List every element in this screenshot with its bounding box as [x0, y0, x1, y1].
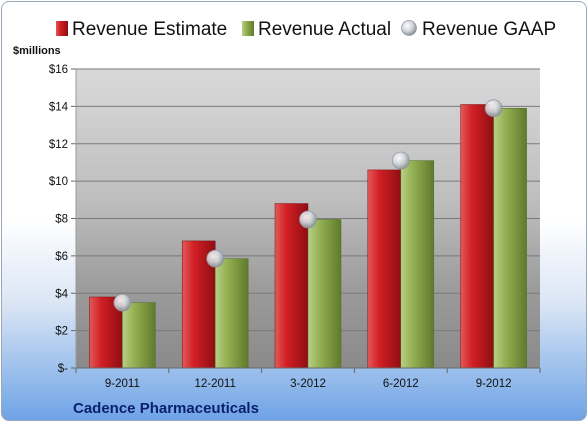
bar-revenue-estimate — [274, 203, 309, 369]
x-tick-label: 9-2011 — [105, 378, 140, 390]
bar-revenue-actual — [122, 302, 156, 369]
legend-swatch-revenue-actual — [242, 21, 254, 36]
x-tick-label: 3-2012 — [290, 378, 326, 390]
marker-revenue-gaap — [484, 99, 503, 118]
bar-revenue-estimate — [89, 296, 123, 369]
x-tick-label: 9-2012 — [476, 378, 512, 390]
y-tick-label: $14 — [49, 101, 69, 113]
y-tick-label: $16 — [49, 64, 68, 76]
y-tick-label: $4 — [55, 288, 68, 300]
legend-label-revenue-estimate: Revenue Estimate — [72, 19, 227, 40]
legend-label-revenue-actual: Revenue Actual — [258, 19, 391, 40]
marker-revenue-gaap — [206, 249, 225, 268]
bar-revenue-estimate — [367, 169, 402, 369]
legend: Revenue Estimate Revenue Actual Revenue … — [56, 19, 556, 40]
y-tick-label: $10 — [49, 176, 68, 188]
bar-revenue-actual — [214, 258, 249, 369]
bar-revenue-estimate — [460, 104, 494, 369]
bar-revenue-actual — [307, 219, 342, 369]
legend-marker-revenue-gaap — [401, 20, 417, 36]
bars — [89, 104, 527, 369]
y-tick-label: $12 — [49, 139, 68, 151]
bar-revenue-actual — [400, 160, 435, 369]
legend-item-revenue-actual: Revenue Actual — [242, 19, 391, 40]
marker-revenue-gaap — [299, 210, 317, 229]
y-axis-ticks: $- $2 $4 $6 $8 $10 $12 $14 $16 — [49, 64, 76, 375]
x-axis-ticks: 9-2011 12-2011 3-2012 6-2012 9-2012 — [75, 368, 541, 390]
legend-swatch-revenue-estimate — [56, 21, 68, 36]
marker-revenue-gaap — [391, 151, 410, 170]
legend-item-revenue-estimate: Revenue Estimate — [56, 19, 227, 40]
legend-label-revenue-gaap: Revenue GAAP — [422, 19, 556, 40]
y-tick-label: $2 — [55, 326, 68, 338]
x-tick-label: 6-2012 — [383, 378, 419, 390]
marker-revenue-gaap — [113, 293, 132, 312]
y-axis-unit-label: $millions — [13, 45, 61, 57]
y-tick-label: $- — [58, 363, 68, 375]
x-tick-label: 12-2011 — [195, 378, 236, 390]
bar-revenue-actual — [493, 107, 527, 369]
y-tick-label: $8 — [55, 214, 68, 226]
y-tick-label: $6 — [55, 251, 68, 263]
gaap-markers — [113, 99, 503, 312]
company-name: Cadence Pharmaceuticals — [73, 400, 259, 417]
legend-item-revenue-gaap: Revenue GAAP — [401, 19, 556, 40]
